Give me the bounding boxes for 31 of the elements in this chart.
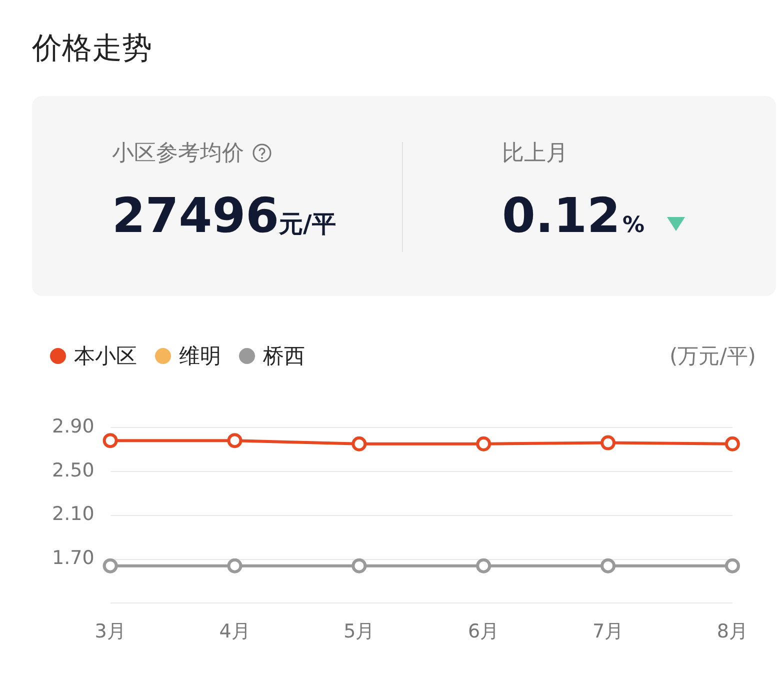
point bbox=[476, 436, 492, 452]
text: 比上月 bbox=[502, 140, 568, 168]
legend-label: 维明 bbox=[179, 343, 221, 370]
point bbox=[600, 435, 616, 450]
point bbox=[102, 558, 118, 574]
chart-title: 价格走势 bbox=[32, 30, 152, 68]
x-tick-label: 5月 bbox=[344, 620, 375, 643]
point bbox=[476, 558, 492, 574]
x-tick-label: 7月 bbox=[592, 620, 624, 643]
point bbox=[352, 436, 367, 452]
point bbox=[102, 433, 118, 448]
y-tick-label: 2.90 bbox=[52, 415, 94, 438]
legend-label: 本小区 bbox=[74, 343, 137, 370]
point bbox=[352, 558, 367, 574]
x-tick-label: 8月 bbox=[716, 620, 748, 643]
point bbox=[227, 433, 242, 448]
x-tick-label: 3月 bbox=[94, 620, 126, 643]
point bbox=[600, 558, 616, 574]
y-tick-label: 2.50 bbox=[52, 459, 94, 482]
point bbox=[227, 558, 242, 574]
x-tick-label: 6月 bbox=[468, 620, 500, 643]
point bbox=[724, 558, 740, 574]
y-tick-label: 1.70 bbox=[52, 547, 94, 570]
x-tick-label: 4月 bbox=[219, 620, 250, 643]
y-tick-label: 2.10 bbox=[52, 503, 94, 526]
legend-label: 桥西 bbox=[263, 343, 305, 370]
text: 小区参考均价 bbox=[112, 140, 244, 168]
text: 27496元/平 bbox=[112, 188, 336, 244]
point bbox=[724, 436, 740, 452]
text: 0.12% bbox=[502, 188, 644, 244]
y-axis-title: (万元/平) bbox=[670, 343, 756, 370]
